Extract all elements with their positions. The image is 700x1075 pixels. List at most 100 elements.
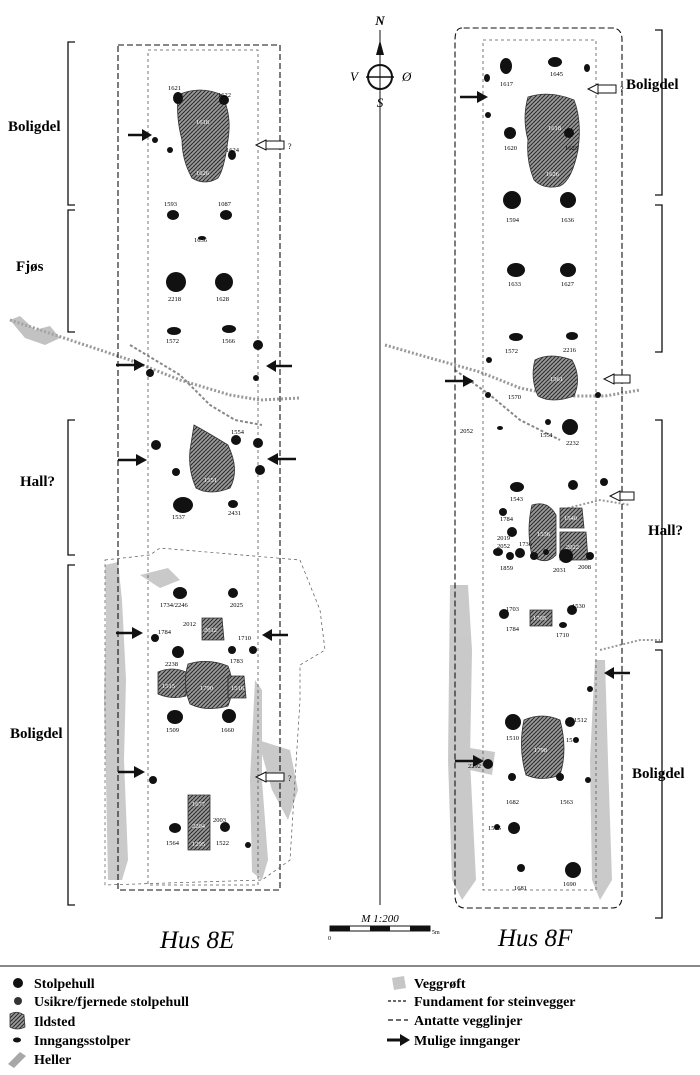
compass: N S V Ø — [350, 13, 412, 905]
north-arrow-icon — [376, 40, 384, 55]
scale-end-label: 5m — [432, 930, 440, 936]
legend-item-usikre-stolpehull: Usikre/fjernede stolpehull — [14, 995, 189, 1010]
svg-text:Ildsted: Ildsted — [34, 1015, 75, 1030]
legend-item-mulige-innganger: Mulige innganger — [387, 1034, 520, 1049]
svg-text:1512: 1512 — [574, 717, 587, 724]
svg-text:1530: 1530 — [572, 603, 585, 610]
svg-text:1628: 1628 — [216, 296, 229, 303]
svg-text:Inngangsstolper: Inngangsstolper — [34, 1034, 130, 1049]
svg-text:1626: 1626 — [196, 170, 210, 177]
svg-text:2025: 2025 — [230, 602, 243, 609]
svg-text:2232: 2232 — [566, 440, 579, 447]
svg-text:1645: 1645 — [550, 71, 563, 78]
svg-text:1622: 1622 — [218, 92, 231, 99]
zone-label-8e-fjos: Fjøs — [16, 259, 44, 275]
scale-start-label: 0 — [328, 936, 331, 942]
post-holes-8f — [483, 57, 608, 878]
svg-text:1633: 1633 — [508, 281, 521, 288]
svg-text:2008: 2008 — [578, 564, 591, 571]
svg-text:1522: 1522 — [216, 840, 229, 847]
svg-text:1516: 1516 — [231, 685, 245, 692]
svg-text:1554: 1554 — [231, 429, 245, 436]
house-8e-plan: ? ? 1621 1622 1624 1593 1087 1 — [8, 41, 326, 954]
svg-text:1627: 1627 — [561, 281, 575, 288]
hearths-8e — [157, 89, 247, 851]
zone-label-8e-boligdel-north: Boligdel — [8, 119, 61, 135]
svg-text:2238: 2238 — [165, 661, 178, 668]
outer-wall-line-8f — [454, 27, 623, 909]
feature-numbers-8e: 1621 1622 1624 1593 1087 1636 2218 1628 … — [158, 85, 251, 848]
entrance-arrows-8e: ? ? — [116, 129, 296, 783]
svg-text:2012: 2012 — [183, 621, 196, 628]
svg-text:?: ? — [288, 774, 292, 783]
svg-text:1593: 1593 — [164, 201, 177, 208]
svg-text:1510: 1510 — [506, 735, 519, 742]
svg-text:?: ? — [288, 142, 292, 151]
zone-label-8e-hall: Hall? — [20, 474, 55, 490]
svg-text:2003: 2003 — [213, 817, 226, 824]
svg-text:Veggrøft: Veggrøft — [414, 977, 466, 992]
svg-text:1710: 1710 — [238, 635, 251, 642]
legend-item-antatte-vegglinjer: Antatte vegglinjer — [388, 1014, 522, 1029]
wall-ditch-icon — [392, 976, 406, 990]
legend-item-veggroft: Veggrøft — [392, 976, 466, 992]
svg-text:2204: 2204 — [192, 823, 206, 830]
svg-text:Heller: Heller — [34, 1053, 71, 1068]
svg-text:1617: 1617 — [500, 81, 514, 88]
svg-text:2218: 2218 — [168, 296, 181, 303]
svg-text:2031: 2031 — [553, 567, 566, 574]
entrance-arrows-8f: ? — [445, 83, 635, 767]
svg-text:1623: 1623 — [565, 145, 578, 152]
svg-text:Mulige innganger: Mulige innganger — [414, 1034, 520, 1049]
svg-text:1859: 1859 — [500, 565, 513, 572]
hearth-icon — [9, 1011, 26, 1030]
legend-item-ildsted: Ildsted — [9, 1011, 75, 1030]
outer-wall-line-8e — [117, 44, 281, 891]
svg-text:1660: 1660 — [221, 727, 234, 734]
svg-text:1784: 1784 — [158, 629, 172, 636]
zone-label-8f-hall: Hall? — [648, 523, 683, 539]
svg-text:1798: 1798 — [534, 747, 547, 754]
foundation-line-8e — [104, 547, 326, 886]
svg-text:2052: 2052 — [460, 428, 473, 435]
hearths-8f — [521, 93, 589, 779]
svg-text:2431: 2431 — [228, 510, 241, 517]
zone-label-8e-boligdel-south: Boligdel — [10, 726, 63, 742]
svg-text:1515: 1515 — [162, 683, 175, 690]
legend-item-fundament: Fundament for steinvegger — [388, 995, 576, 1010]
scale-bar: M 1:200 0 5m — [328, 913, 440, 942]
entrance-arrow-icon — [400, 1034, 410, 1046]
cross-wall-trace-8f — [384, 343, 660, 651]
svg-text:1087: 1087 — [218, 201, 232, 208]
svg-text:1561: 1561 — [550, 376, 563, 383]
zone-label-8f-boligdel-north: Boligdel — [626, 77, 679, 93]
svg-text:Usikre/fjernede stolpehull: Usikre/fjernede stolpehull — [34, 995, 189, 1010]
legend-item-stolpehull: Stolpehull — [13, 977, 95, 992]
compass-north-label: N — [374, 13, 385, 28]
svg-text:1677: 1677 — [192, 801, 206, 808]
svg-text:2022: 2022 — [566, 544, 579, 551]
svg-text:1682: 1682 — [506, 799, 519, 806]
svg-text:1710: 1710 — [556, 632, 569, 639]
svg-text:1618: 1618 — [548, 125, 561, 132]
svg-text:1620: 1620 — [504, 145, 517, 152]
svg-text:Stolpehull: Stolpehull — [34, 977, 95, 992]
svg-text:1511: 1511 — [566, 737, 579, 744]
svg-text:1505: 1505 — [488, 825, 501, 832]
svg-text:1624: 1624 — [226, 147, 240, 154]
inner-wall-line-8f — [482, 39, 597, 891]
svg-text:1295: 1295 — [192, 841, 205, 848]
svg-text:1551: 1551 — [540, 432, 553, 439]
svg-text:1563: 1563 — [560, 799, 573, 806]
svg-text:1536: 1536 — [537, 531, 551, 538]
inner-wall-line-8e — [147, 49, 259, 886]
svg-text:1636: 1636 — [561, 217, 575, 224]
svg-text:1705: 1705 — [533, 615, 546, 622]
svg-text:2019: 2019 — [497, 535, 510, 542]
svg-text:1618: 1618 — [196, 119, 209, 126]
entrance-arrow-icon — [142, 129, 152, 141]
post-hole-icon — [13, 978, 23, 988]
uncertain-post-hole-icon — [14, 997, 22, 1005]
post-holes-8e — [146, 92, 265, 848]
